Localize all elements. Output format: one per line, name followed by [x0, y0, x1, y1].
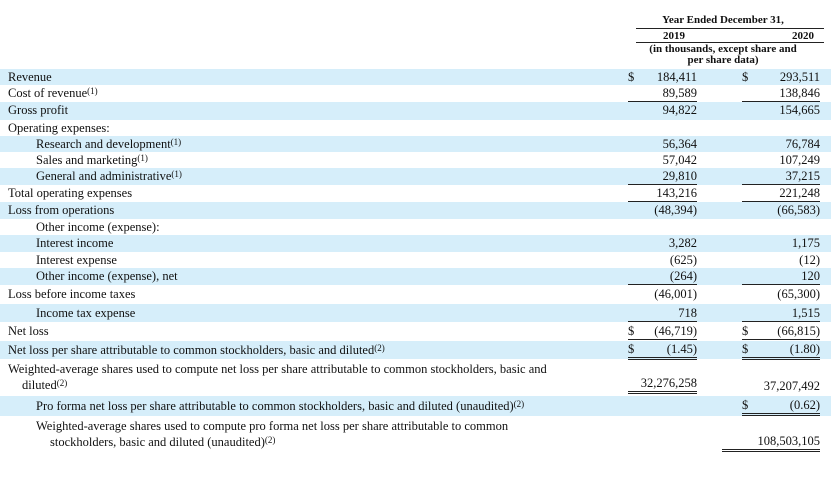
row-net-loss: Net loss $ (46,719) $ (66,815) — [0, 322, 831, 342]
row-interest-expense: Interest expense (625) (12) — [36, 253, 820, 267]
units-note: (in thousands, except share and per shar… — [649, 43, 797, 66]
row-pro-forma-weighted-avg-shares: Weighted-average shares used to compute … — [0, 416, 831, 454]
row-income-tax-expense: Income tax expense 718 1,515 — [0, 304, 831, 322]
row-general-admin: General and administrative(1) 29,810 37,… — [0, 168, 831, 185]
row-total-operating-expenses: Total operating expenses 143,216 221,248 — [8, 186, 820, 202]
row-interest-income: Interest income 3,282 1,175 — [0, 235, 831, 252]
row-other-income-header: Other income (expense): — [36, 220, 160, 234]
row-cost-of-revenue: Cost of revenue(1) 89,589 138,846 — [8, 86, 820, 102]
column-header: Year Ended December 31, 2019 2020 (in th… — [622, 0, 824, 70]
row-pro-forma-net-loss-per-share: Pro forma net loss per share attributabl… — [0, 396, 831, 416]
year-2019-header: 2019 — [663, 30, 685, 42]
statement-rows: Revenue $184,411 $293,511 Cost of revenu… — [0, 69, 831, 454]
row-operating-expenses-header: Operating expenses: — [8, 121, 110, 135]
row-research-development: Research and development(1) 56,364 76,78… — [0, 136, 831, 152]
year-2020-header: 2020 — [792, 30, 814, 42]
period-title: Year Ended December 31, — [662, 14, 784, 26]
row-revenue: Revenue $184,411 $293,511 — [0, 69, 831, 85]
row-weighted-avg-shares: Weighted-average shares used to compute … — [8, 362, 820, 394]
row-sales-marketing: Sales and marketing(1) 57,042 107,249 — [36, 153, 820, 167]
row-other-income-net: Other income (expense), net (264) 120 — [0, 268, 831, 285]
row-loss-from-operations: Loss from operations (48,394) (66,583) — [0, 202, 831, 219]
header-rule — [636, 42, 824, 43]
row-gross-profit: Gross profit 94,822 154,665 — [0, 102, 831, 120]
row-net-loss-per-share: Net loss per share attributable to commo… — [0, 341, 831, 360]
row-loss-before-taxes: Loss before income taxes (46,001) (65,30… — [8, 287, 820, 301]
header-rule — [636, 28, 824, 29]
